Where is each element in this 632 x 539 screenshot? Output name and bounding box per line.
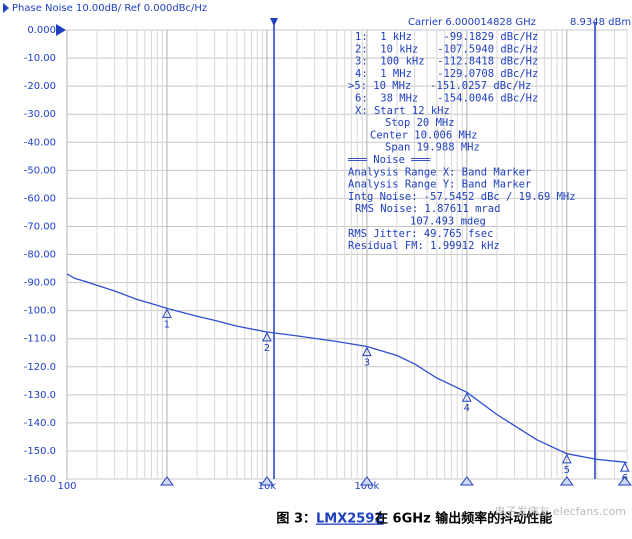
annotation: 4: 1 MHz -129.0708 dBc/Hz <box>355 68 538 80</box>
trace <box>66 273 628 464</box>
chart-title: Phase Noise 10.00dB/ Ref 0.000dBc/Hz <box>12 3 207 14</box>
axis-marker <box>617 476 632 486</box>
annotation: RMS Noise: 1.87611 mrad <box>355 203 500 215</box>
y-tick-label: -100.0 <box>24 306 56 317</box>
marker <box>462 392 472 402</box>
annotation: Analysis Range Y: Band Marker <box>348 179 531 191</box>
y-tick-label: -160.0 <box>24 474 56 485</box>
axis-marker <box>559 476 574 486</box>
y-tick-label: -90.00 <box>24 278 56 289</box>
axis-marker <box>159 476 174 486</box>
annotation: RMS Jitter: 49.765 fsec <box>348 228 493 240</box>
y-tick-label: -140.0 <box>24 418 56 429</box>
caption-link[interactable]: LMX2592 <box>316 512 383 527</box>
grid <box>66 29 628 480</box>
y-tick-label: 0.000 <box>27 25 56 36</box>
y-tick-label: -80.00 <box>24 250 56 261</box>
title-arrow <box>3 3 9 13</box>
y-tick-label: -60.00 <box>24 193 56 204</box>
y-tick-label: -70.00 <box>24 221 56 232</box>
marker <box>162 308 172 318</box>
annotation: 1: 1 kHz -99.1829 dBc/Hz <box>355 31 538 43</box>
axis-marker <box>359 476 374 486</box>
annotation: Center 10.006 MHz <box>370 129 477 141</box>
y-tick-label: -40.00 <box>24 137 56 148</box>
marker-label: 1 <box>164 319 170 330</box>
x-tick-label: 100 <box>57 481 76 492</box>
y-tick-label: -150.0 <box>24 446 56 457</box>
axis-marker <box>259 476 274 486</box>
annotation: Residual FM: 1.99912 kHz <box>348 240 500 252</box>
band-start-flag <box>270 18 278 26</box>
y-tick-label: -130.0 <box>24 390 56 401</box>
watermark: 电子发烧友 elecfans.com <box>495 504 626 518</box>
annotation: X: Start 12 kHz <box>355 105 450 117</box>
y-tick-label: -120.0 <box>24 362 56 373</box>
marker-label: 2 <box>264 343 270 354</box>
y-tick-label: -110.0 <box>24 334 56 345</box>
annotation: Stop 20 MHz <box>385 117 455 129</box>
power-label: 8.9348 dBm <box>570 17 631 28</box>
x-tick-label: 10k <box>258 481 277 492</box>
marker <box>362 346 372 357</box>
annotation: 6: 38 MHz -154.0046 dBc/Hz <box>355 93 538 105</box>
marker <box>619 462 630 472</box>
caption-suffix: 在 6GHz 输出频率的抖动性能 <box>375 511 552 527</box>
caption-prefix: 图 3： <box>276 512 316 527</box>
annotation: Span 19.988 MHz <box>385 142 480 154</box>
annotation: ═══ Noise ═══ <box>347 154 431 166</box>
annotation: 107.493 mdeg <box>410 216 486 228</box>
y-tick-label: -20.00 <box>24 81 56 92</box>
y-tick-label: -30.00 <box>24 109 56 120</box>
ref-arrow <box>56 24 66 36</box>
marker-label: 4 <box>464 403 470 414</box>
annotation: 2: 10 kHz -107.5940 dBc/Hz <box>355 43 538 55</box>
annotation: 3: 100 kHz -112.8418 dBc/Hz <box>355 56 538 68</box>
marker-label: 5 <box>564 465 570 476</box>
marker-label: 3 <box>364 358 370 369</box>
annotation: Intg Noise: -57.5452 dBc / 19.69 MHz <box>348 191 576 203</box>
carrier-label: Carrier 6.000014828 GHz <box>408 17 536 28</box>
y-tick-label: -10.00 <box>24 53 56 64</box>
annotation: >5: 10 MHz -151.0257 dBc/Hz <box>348 80 531 92</box>
annotation: Analysis Range X: Band Marker <box>348 166 531 178</box>
y-tick-label: -50.00 <box>24 165 56 176</box>
marker <box>562 453 572 464</box>
marker <box>262 331 272 342</box>
x-tick-label: 100k <box>354 481 379 492</box>
axis-marker <box>459 476 474 486</box>
